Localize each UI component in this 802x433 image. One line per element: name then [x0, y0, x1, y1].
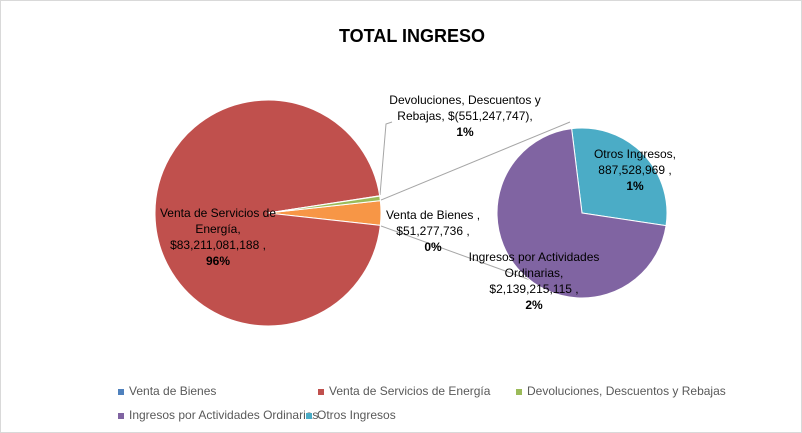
label-ordinarias: Ingresos por Actividades Ordinarias, $2,1…: [468, 250, 600, 312]
legend-entry: Otros Ingresos: [306, 408, 396, 422]
legend-label: Devoluciones, Descuentos y Rebajas: [527, 384, 726, 398]
label-servicios: Venta de Servicios de Energía, $83,211,08…: [159, 206, 277, 268]
legend-label: Venta de Bienes: [129, 384, 217, 398]
label-devoluciones: Devoluciones, Descuentos y Rebajas, $(55…: [389, 93, 541, 139]
pie-slice: [571, 127, 668, 227]
connector-line: [380, 121, 571, 201]
chart-title: TOTAL INGRESO: [339, 26, 485, 46]
legend-entry: Venta de Servicios de Energía: [318, 384, 490, 398]
legend-label: Ingresos por Actividades Ordinarias: [129, 408, 319, 422]
leader-line: [379, 121, 393, 196]
pie-slice: [154, 99, 381, 327]
legend-swatch: [118, 388, 124, 395]
legend-entry: Devoluciones, Descuentos y Rebajas: [516, 384, 726, 398]
legend-swatch: [306, 412, 312, 419]
label-otros: Otros Ingresos, 887,528,969 , 1%: [593, 147, 677, 193]
pie-slice: [496, 128, 667, 299]
legend-swatch: [318, 388, 324, 395]
legend-swatch: [516, 388, 522, 395]
pie-slice: [267, 195, 381, 214]
legend-entry: Ingresos por Actividades Ordinarias: [118, 408, 318, 422]
legend-label: Otros Ingresos: [317, 408, 396, 422]
legend-label: Venta de Servicios de Energía: [329, 384, 491, 398]
legend-swatch: [118, 412, 124, 419]
label-bienes: Venta de Bienes , $51,277,736 , 0%: [385, 208, 481, 254]
legend-entry: Venta de Bienes: [118, 384, 216, 398]
